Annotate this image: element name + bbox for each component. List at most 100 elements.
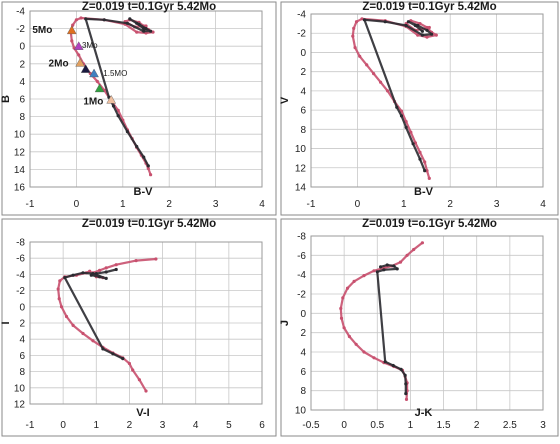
data-point: [101, 347, 105, 351]
y-tick-label: 6: [300, 106, 306, 117]
data-point: [351, 34, 355, 38]
y-tick-label: 10: [14, 130, 26, 141]
data-point: [353, 46, 357, 50]
x-tick-label: 2: [127, 420, 133, 431]
y-axis-label: V: [279, 96, 291, 104]
data-point: [63, 276, 67, 280]
y-tick-label: -4: [297, 270, 306, 281]
data-point: [142, 29, 146, 33]
data-point: [425, 28, 429, 32]
y-tick-label: -2: [297, 290, 306, 301]
chart-title: Z=0.019 t=o.1Gyr 5.42Mo: [362, 218, 497, 230]
data-point: [383, 360, 387, 364]
data-point: [423, 169, 427, 173]
x-tick-label: 4: [193, 420, 199, 431]
y-tick-label: 6: [300, 367, 306, 378]
data-point: [59, 305, 64, 309]
data-point: [409, 130, 413, 134]
panel-border: [1, 1, 277, 216]
mass-marker-triangle: [75, 58, 85, 67]
data-point: [116, 114, 120, 118]
y-tick-label: 16: [14, 183, 26, 194]
data-point: [416, 33, 420, 37]
data-point: [420, 33, 424, 37]
y-axis-label: I: [0, 321, 12, 324]
y-tick-label: 4: [19, 335, 25, 346]
data-point: [57, 297, 61, 301]
y-tick-label: 10: [295, 144, 307, 155]
data-point: [149, 173, 153, 177]
data-point: [91, 339, 95, 343]
data-point: [104, 266, 108, 270]
data-point: [114, 267, 118, 272]
data-point: [111, 104, 116, 108]
data-point: [392, 264, 396, 268]
data-point: [137, 378, 141, 382]
x-tick-label: 1.5: [437, 420, 451, 431]
y-tick-label: -4: [16, 7, 25, 18]
y-tick-label: 8: [19, 112, 25, 123]
data-point: [406, 20, 410, 24]
plot-area: [310, 235, 544, 411]
x-tick-label: -1: [307, 199, 316, 210]
data-point: [114, 263, 118, 267]
data-point: [395, 105, 399, 109]
data-point: [399, 367, 403, 371]
x-tick-label: -1: [26, 420, 35, 431]
data-point: [362, 274, 366, 278]
data-point: [339, 306, 343, 311]
x-axis-label: B-V: [134, 186, 154, 198]
chart-title: Z=0.019 t=0.1Gyr 5.42Mo: [82, 1, 216, 13]
y-tick-label: 14: [14, 165, 26, 176]
y-tick-label: 8: [19, 367, 25, 378]
data-point: [79, 16, 83, 20]
y-tick-label: -2: [16, 286, 25, 297]
y-tick-label: 2: [19, 59, 25, 70]
data-point: [418, 157, 422, 161]
data-point: [398, 260, 403, 264]
data-point: [142, 155, 146, 159]
data-point: [382, 268, 386, 272]
data-point: [128, 17, 132, 21]
mass-marker-triangle: [80, 64, 91, 73]
x-tick-label: 6: [259, 420, 265, 431]
data-point: [58, 279, 62, 283]
x-tick-label: 3: [160, 420, 166, 431]
data-point: [104, 270, 108, 274]
data-point: [404, 397, 409, 401]
data-point: [372, 72, 376, 76]
y-tick-label: 12: [295, 163, 307, 174]
data-point: [74, 18, 78, 22]
y-tick-label: 12: [14, 147, 26, 158]
data-point: [362, 18, 366, 22]
data-point: [70, 39, 74, 43]
mass-marker-triangle: [73, 41, 84, 50]
y-tick-label: 2: [300, 328, 306, 339]
data-point: [404, 125, 408, 129]
data-point: [425, 169, 429, 173]
data-point: [425, 25, 429, 30]
series-line: [363, 18, 433, 172]
data-point: [98, 268, 102, 272]
y-axis-label: B: [0, 95, 12, 103]
data-point: [399, 114, 404, 118]
data-point: [413, 23, 417, 28]
x-tick-label: 0: [60, 420, 66, 431]
y-tick-label: 2: [19, 319, 25, 330]
data-point: [111, 352, 115, 356]
data-point: [365, 63, 369, 67]
x-tick-label: 1: [401, 199, 407, 210]
mass-marker-triangle: [89, 68, 99, 78]
data-point: [375, 270, 379, 274]
data-point: [142, 27, 146, 31]
y-tick-label: 4: [19, 77, 25, 88]
data-point: [341, 296, 345, 300]
data-point: [372, 356, 376, 360]
data-point: [154, 257, 158, 261]
x-axis-label: J-K: [415, 407, 433, 419]
y-tick-label: -2: [16, 24, 25, 35]
data-point: [418, 150, 422, 154]
data-point: [84, 17, 88, 21]
data-point: [151, 30, 155, 34]
